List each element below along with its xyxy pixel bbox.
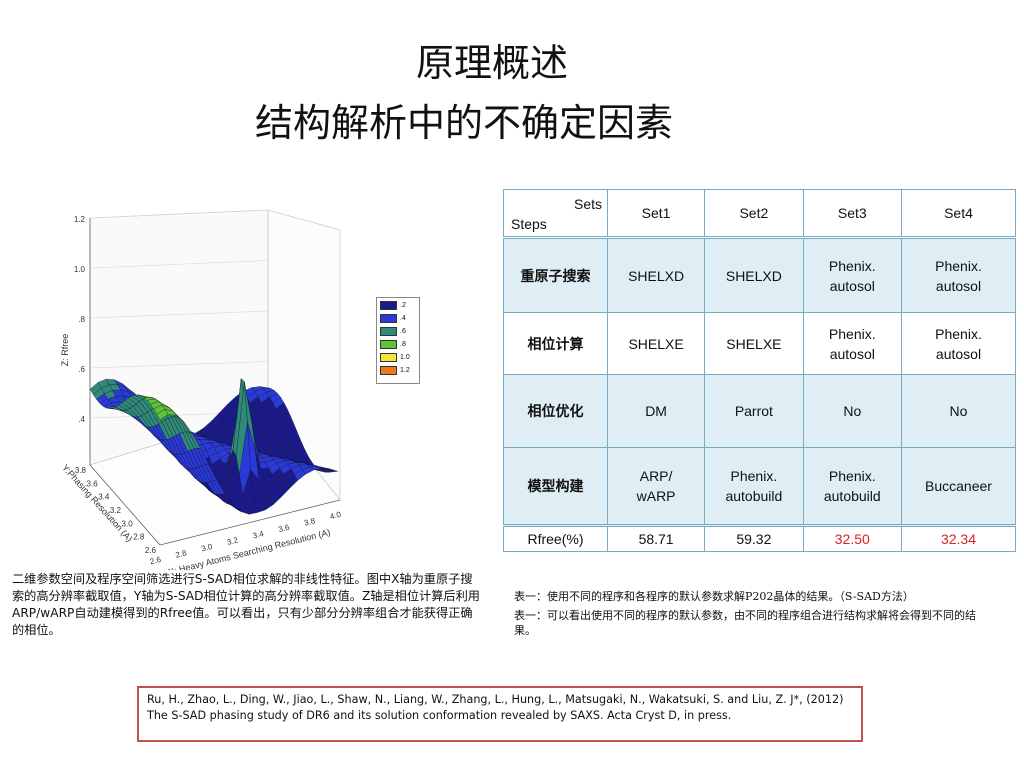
table-cell: ARP/wARP [606, 447, 706, 526]
table-cell: SHELXD [606, 237, 706, 313]
rfree-value: 59.32 [704, 524, 804, 552]
table-cell: No [802, 374, 902, 448]
rfree-label: Rfree(%) [503, 524, 608, 552]
table-row: 模型构建 ARP/wARP Phenix. autobuild Phenix. au… [503, 447, 1017, 526]
x-tick-label: 3.8 [303, 516, 317, 528]
slide-subtitle: 结构解析中的不确定因素 [254, 101, 673, 145]
rfree-value: 58.71 [606, 524, 706, 552]
legend-item: 1.2 [380, 365, 419, 376]
row-header: 相位计算 [503, 312, 608, 375]
row-header: 模型构建 [503, 447, 608, 526]
corner-cell: Sets Steps [503, 189, 608, 239]
x-tick-label: 4.0 [329, 510, 343, 522]
table-caption-line1: 表一：使用不同的程序和各程序的默认参数求解P202晶体的结果。（S-SAD方法） [514, 590, 914, 603]
legend-item: .8 [380, 339, 419, 350]
y-axis-line [89, 464, 161, 546]
z-tick-label: 1.0 [74, 265, 86, 274]
legend-item: 1.0 [380, 352, 419, 363]
z-tick-label: .8 [78, 315, 85, 324]
corner-sets-label: Sets [573, 196, 602, 212]
table-cell: Phenix. autobuild [802, 447, 902, 526]
table-row: 相位计算 SHELXE SHELXE Phenix. autosol Phenix… [503, 312, 1017, 375]
legend-item: .4 [380, 313, 419, 324]
corner-steps-label: Steps [511, 216, 547, 232]
legend-label: 1.0 [400, 354, 410, 361]
table-cell: SHELXE [704, 312, 804, 375]
table-cell: Parrot [704, 374, 804, 448]
surface-patch [326, 468, 339, 472]
z-axis-label: Z: Rfree [60, 334, 70, 367]
legend-label: .8 [400, 341, 406, 348]
column-header: Set2 [704, 189, 804, 239]
table-cell: Phenix. autobuild [704, 447, 804, 526]
legend-swatch [380, 314, 397, 323]
legend-item: .2 [380, 300, 419, 311]
reference-box: Ru, H., Zhao, L., Ding, W., Jiao, L., Sh… [137, 686, 863, 742]
table-cell: Phenix. autosol [900, 312, 1017, 375]
y-tick-label: 3.4 [98, 493, 110, 502]
table-cell: No [900, 374, 1017, 448]
column-header: Set4 [900, 189, 1017, 239]
legend-label: 1.2 [400, 367, 410, 374]
table-cell: Phenix. autosol [802, 237, 902, 313]
z-tick-label: .6 [78, 365, 85, 374]
y-tick-label: 3.8 [75, 466, 87, 475]
legend-swatch [380, 353, 397, 362]
x-tick-label: 2.8 [175, 548, 189, 560]
rfree-value: 32.34 [900, 524, 1017, 552]
x-tick-label: 2.6 [149, 555, 163, 567]
legend-label: .2 [400, 302, 406, 309]
color-legend: .2 .4 .6 .8 1.0 1.2 [376, 297, 420, 384]
x-axis-line [159, 499, 341, 546]
x-tick-label: 3.0 [200, 542, 214, 554]
program-comparison-table: Sets Steps Set1 Set2 Set3 Set4 重原子搜索 SHE… [503, 189, 1017, 552]
x-tick-label: 3.2 [226, 535, 240, 547]
x-tick-label: 3.4 [252, 529, 266, 541]
table-row: 相位优化 DM Parrot No No [503, 374, 1017, 448]
table-cell: SHELXD [704, 237, 804, 313]
figure-caption: 二维参数空间及程序空间筛选进行S-SAD相位求解的非线性特征。图中X轴为重原子搜… [12, 572, 480, 637]
table-row: 重原子搜索 SHELXD SHELXD Phenix. autosol Pheni… [503, 237, 1017, 313]
table-cell: Buccaneer [900, 447, 1017, 526]
rfree-row: Rfree(%) 58.71 59.32 32.50 32.34 [503, 524, 1017, 552]
legend-swatch [380, 301, 397, 310]
y-tick-label: 3.2 [110, 506, 122, 515]
y-tick-label: 3.6 [87, 479, 99, 488]
legend-swatch [380, 327, 397, 336]
table-cell: Phenix. autosol [900, 237, 1017, 313]
legend-label: .4 [400, 315, 406, 322]
column-header: Set1 [606, 189, 706, 239]
rfree-surface-plot: 1.21.0.8.6.4 2.62.83.03.23.43.63.84.0 3.… [60, 209, 343, 570]
legend-swatch [380, 340, 397, 349]
y-tick-label: 3.0 [122, 519, 134, 528]
slide-title: 原理概述 [415, 41, 568, 85]
column-header: Set3 [802, 189, 902, 239]
legend-item: .6 [380, 326, 419, 337]
y-tick-label: 2.6 [145, 546, 157, 555]
rfree-value: 32.50 [802, 524, 902, 552]
table-cell: Phenix. autosol [802, 312, 902, 375]
row-header: 重原子搜索 [503, 237, 608, 313]
z-tick-label: 1.2 [74, 215, 86, 224]
table-cell: DM [606, 374, 706, 448]
y-tick-label: 2.8 [133, 533, 145, 542]
z-tick-label: .4 [78, 415, 85, 424]
legend-swatch [380, 366, 397, 375]
x-tick-label: 3.6 [277, 523, 291, 535]
table-caption-line2: 表一：可以看出使用不同的程序的默认参数，由不同的程序组合进行结构求解将会得到不同… [514, 609, 976, 637]
table-cell: SHELXE [606, 312, 706, 375]
table-header-row: Sets Steps Set1 Set2 Set3 Set4 [503, 189, 1017, 239]
legend-label: .6 [400, 328, 406, 335]
table-caption: 表一：使用不同的程序和各程序的默认参数求解P202晶体的结果。（S-SAD方法）… [514, 589, 984, 642]
row-header: 相位优化 [503, 374, 608, 448]
